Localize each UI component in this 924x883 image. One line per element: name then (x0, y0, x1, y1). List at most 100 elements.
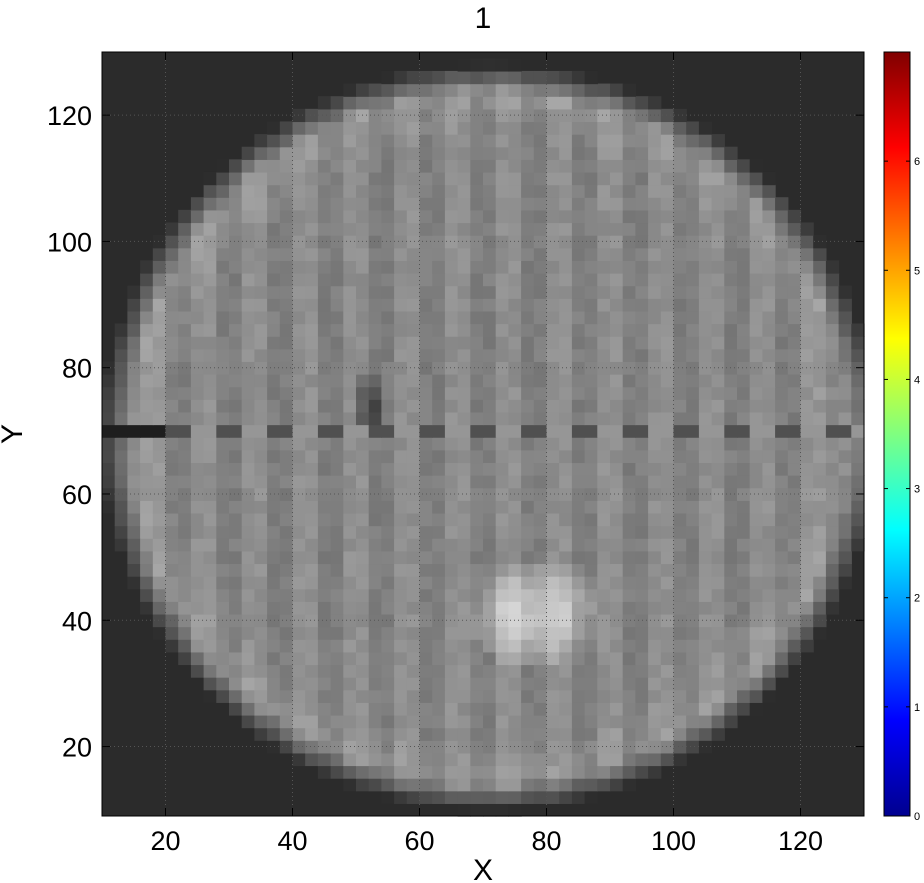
heatmap-cell (584, 500, 598, 514)
heatmap-cell (165, 563, 179, 577)
heatmap-cell (241, 209, 255, 224)
heatmap-cell (241, 512, 255, 527)
heatmap-cell (394, 121, 408, 135)
heatmap-cell (775, 411, 789, 426)
heatmap-cell (457, 525, 471, 539)
heatmap-cell (660, 197, 675, 211)
heatmap-cell (343, 702, 357, 716)
heatmap-cell (749, 601, 763, 615)
heatmap-cell (686, 209, 700, 224)
heatmap-cell (356, 83, 370, 97)
heatmap-cell (559, 121, 573, 135)
heatmap-cell (419, 538, 433, 552)
heatmap-cell (330, 348, 344, 362)
heatmap-cell (229, 449, 243, 464)
heatmap-cell (127, 323, 141, 337)
heatmap-cell (546, 588, 560, 602)
heatmap-cell (546, 702, 560, 716)
heatmap-cell (444, 487, 459, 501)
heatmap-cell (686, 538, 700, 552)
heatmap-cell (241, 538, 255, 552)
heatmap-cell (762, 639, 776, 653)
heatmap-cell (254, 677, 268, 691)
heatmap-cell (559, 247, 573, 261)
heatmap-cell (851, 525, 865, 539)
heatmap-cell (483, 702, 497, 716)
heatmap-cell (686, 134, 700, 148)
heatmap-cell (648, 134, 662, 148)
heatmap-cell (533, 197, 548, 211)
heatmap-cell (432, 702, 446, 716)
heatmap-cell (495, 411, 509, 426)
heatmap-cell (483, 576, 497, 590)
heatmap-cell (470, 399, 484, 413)
heatmap-cell (610, 550, 624, 565)
heatmap-cell (216, 626, 230, 640)
heatmap-cell (317, 512, 332, 527)
heatmap-cell (216, 525, 230, 539)
heatmap-cell (546, 512, 560, 527)
heatmap-cell (521, 70, 535, 85)
heatmap-cell (178, 601, 192, 615)
heatmap-cell (546, 626, 560, 640)
heatmap-cell (648, 348, 662, 362)
heatmap-cell (419, 626, 433, 640)
heatmap-cell (724, 550, 738, 565)
heatmap-cell (838, 424, 852, 438)
heatmap-cell (457, 475, 471, 489)
heatmap-cell (127, 424, 141, 438)
heatmap-cell (394, 576, 408, 590)
heatmap-cell (292, 121, 306, 135)
heatmap-cell (749, 525, 763, 539)
heatmap-cell (203, 437, 217, 451)
heatmap-cell (419, 70, 433, 85)
heatmap-cell (216, 588, 230, 602)
heatmap-cell (508, 588, 522, 602)
heatmap-cell (813, 538, 827, 552)
heatmap-cell (279, 702, 294, 716)
heatmap-cell (317, 386, 332, 400)
heatmap-cell (610, 260, 624, 274)
heatmap-cell (495, 576, 509, 590)
heatmap-cell (419, 475, 433, 489)
heatmap-cell (178, 525, 192, 539)
heatmap-cell (343, 765, 357, 779)
heatmap-cell (660, 437, 675, 451)
heatmap-cell (571, 576, 586, 590)
heatmap-cell (698, 159, 713, 173)
heatmap-cell (229, 512, 243, 527)
heatmap-cell (648, 209, 662, 224)
heatmap-cell (762, 538, 776, 552)
heatmap-cell (698, 613, 713, 628)
heatmap-cell (571, 462, 586, 476)
heatmap-cell (686, 374, 700, 388)
heatmap-cell (495, 651, 509, 666)
heatmap-cell (546, 752, 560, 767)
heatmap-cell (521, 235, 535, 249)
heatmap-cell (406, 727, 421, 741)
heatmap-cell (343, 374, 357, 388)
heatmap-cell (165, 361, 179, 375)
heatmap-cell (508, 348, 522, 362)
heatmap-cell (495, 298, 509, 312)
x-tick-label: 60 (404, 826, 434, 856)
heatmap-cell (394, 348, 408, 362)
heatmap-cell (330, 500, 344, 514)
heatmap-cell (114, 361, 128, 375)
heatmap-cell (495, 323, 509, 337)
heatmap-cell (724, 159, 738, 173)
heatmap-cell (813, 500, 827, 514)
heatmap-cell (635, 399, 649, 413)
heatmap-cell (597, 626, 611, 640)
heatmap-cell (432, 651, 446, 666)
heatmap-cell (724, 677, 738, 691)
heatmap-cell (483, 108, 497, 123)
heatmap-cell (851, 336, 865, 350)
heatmap-cell (330, 134, 344, 148)
heatmap-cell (800, 576, 814, 590)
heatmap-cell (622, 487, 636, 501)
heatmap-cell (267, 323, 281, 337)
heatmap-cell (381, 323, 395, 337)
heatmap-cell (292, 272, 306, 287)
heatmap-cell (749, 689, 763, 703)
